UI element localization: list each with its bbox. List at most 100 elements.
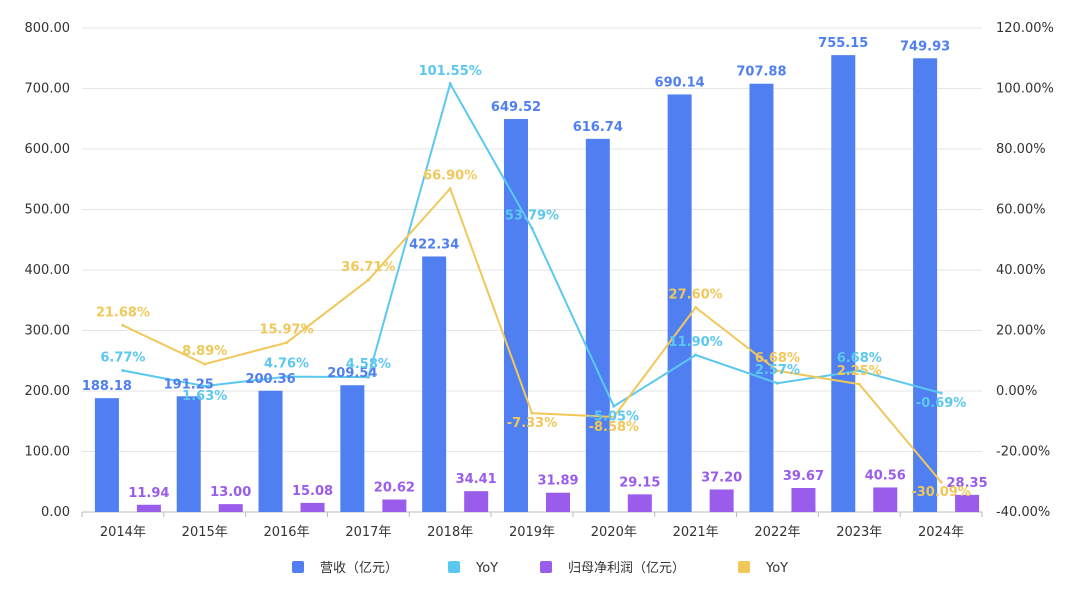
legend-revenue-yoy[interactable]: YoY (448, 561, 498, 576)
revenue-yoy-point (939, 391, 943, 395)
x-tick-label: 2022年 (754, 525, 800, 540)
net-profit-yoy-line (122, 186, 942, 483)
revenue-yoy-label: 101.55% (419, 64, 482, 79)
revenue-yoy-point (775, 381, 779, 385)
revenue-label: 649.52 (491, 100, 541, 115)
right-tick-label: -20.00% (996, 445, 1050, 460)
net-profit-yoy-point (939, 480, 943, 484)
net-profit-bar (873, 487, 898, 512)
revenue-yoy-point (285, 375, 289, 379)
right-tick-label: 100.00% (996, 82, 1054, 97)
revenue-bar (340, 385, 365, 512)
net-profit-bar (300, 502, 325, 512)
net-profit-label: 37.20 (701, 470, 742, 485)
x-tick-label: 2016年 (263, 525, 309, 540)
net-profit-yoy-point (530, 411, 534, 415)
x-tick-label: 2020年 (591, 525, 637, 540)
net-profit-label: 15.08 (292, 484, 333, 499)
net-profit-label: 34.41 (456, 472, 497, 487)
revenue-bar (913, 58, 938, 512)
revenue-bar (831, 55, 856, 513)
x-tick-label: 2018年 (427, 525, 473, 540)
legend-swatch (292, 561, 304, 573)
net-profit-label: 29.15 (619, 475, 660, 490)
net-profit-label: 28.35 (947, 476, 988, 491)
revenue-bar (258, 390, 283, 512)
net-profit-yoy-label: 6.68% (755, 351, 800, 366)
revenue-yoy-label: 11.90% (669, 335, 723, 350)
revenue-label: 191.25 (164, 377, 214, 392)
x-tick-label: 2015年 (182, 525, 228, 540)
left-tick-label: 300.00 (25, 324, 71, 339)
revenue-yoy-label: 4.76% (264, 357, 309, 372)
net-profit-yoy-label: 27.60% (669, 288, 723, 303)
net-profit-yoy-point (857, 382, 861, 386)
revenue-label: 188.18 (82, 379, 132, 394)
right-axis: -40.00% -20.00% 0.00% 20.00% 40.00% 60.00% 80.… (996, 21, 1054, 520)
net-profit-yoy-point (203, 362, 207, 366)
revenue-bar (422, 256, 447, 512)
net-profit-yoy-label: 8.89% (182, 344, 227, 359)
revenue-yoy-point (612, 404, 616, 408)
legend-revenue[interactable]: 营收（亿元） (292, 561, 398, 576)
left-tick-label: 0.00 (41, 505, 70, 520)
data-labels: 188.18 191.25 200.36 209.54 422.34 649.52 616.… (82, 36, 988, 501)
x-tick-label: 2017年 (345, 525, 391, 540)
net-profit-yoy-label: 36.71% (341, 260, 395, 275)
net-profit-bar (791, 487, 816, 512)
legend-net-profit-yoy[interactable]: YoY (738, 561, 788, 576)
left-tick-label: 400.00 (25, 263, 71, 278)
net-profit-bar (136, 504, 161, 512)
net-profit-yoy-point (612, 415, 616, 419)
x-tick-label: 2024年 (918, 525, 964, 540)
bars (94, 55, 980, 513)
net-profit-yoy-label: -30.09% (911, 485, 971, 500)
net-profit-yoy-label: 2.25% (837, 364, 882, 379)
net-profit-yoy-point (448, 187, 452, 191)
net-profit-bar (955, 494, 980, 512)
revenue-label: 422.34 (409, 237, 459, 252)
right-tick-label: 120.00% (996, 21, 1054, 36)
net-profit-yoy-point (366, 278, 370, 282)
right-tick-label: 80.00% (996, 142, 1046, 157)
revenue-yoy-label: 1.63% (182, 389, 227, 404)
revenue-yoy-point (203, 384, 207, 388)
legend-net-profit[interactable]: 归母净利润（亿元） (540, 561, 685, 576)
left-tick-label: 500.00 (25, 203, 71, 218)
net-profit-label: 31.89 (537, 474, 578, 489)
legend-swatch (738, 561, 750, 573)
revenue-bar (504, 119, 528, 512)
net-profit-bar (546, 492, 570, 512)
net-profit-yoy-label: -8.58% (589, 420, 640, 435)
net-profit-label: 40.56 (865, 468, 906, 483)
legend[interactable]: 营收（亿元） YoY 归母净利润（亿元） YoY (292, 561, 788, 576)
lines (121, 81, 943, 484)
legend-label: YoY (765, 561, 788, 576)
left-tick-label: 600.00 (25, 142, 71, 157)
revenue-yoy-label: 2.57% (755, 363, 800, 378)
net-profit-bar (627, 494, 652, 512)
x-tick-label: 2014年 (100, 525, 146, 540)
left-tick-label: 700.00 (25, 82, 71, 97)
revenue-yoy-point (530, 226, 534, 230)
net-profit-label: 39.67 (783, 469, 824, 484)
revenue-label: 707.88 (736, 65, 786, 80)
net-profit-label: 20.62 (374, 481, 415, 496)
right-tick-label: 0.00% (996, 384, 1037, 399)
revenue-bar (585, 138, 610, 512)
revenue-yoy-label: 4.58% (346, 357, 391, 372)
revenue-label: 200.36 (245, 372, 295, 387)
revenue-label: 616.74 (573, 120, 623, 135)
left-tick-label: 200.00 (25, 384, 71, 399)
revenue-yoy-point (121, 369, 125, 373)
right-tick-label: -40.00% (996, 505, 1050, 520)
revenue-yoy-label: 53.79% (505, 208, 559, 223)
right-tick-label: 60.00% (996, 203, 1046, 218)
revenue-yoy-label: -0.69% (916, 396, 967, 411)
revenue-yoy-label: 6.77% (100, 351, 145, 366)
net-profit-yoy-label: 66.90% (423, 169, 477, 184)
net-profit-bar (464, 491, 489, 512)
revenue-label: 755.15 (818, 36, 868, 51)
left-tick-label: 800.00 (25, 21, 71, 36)
